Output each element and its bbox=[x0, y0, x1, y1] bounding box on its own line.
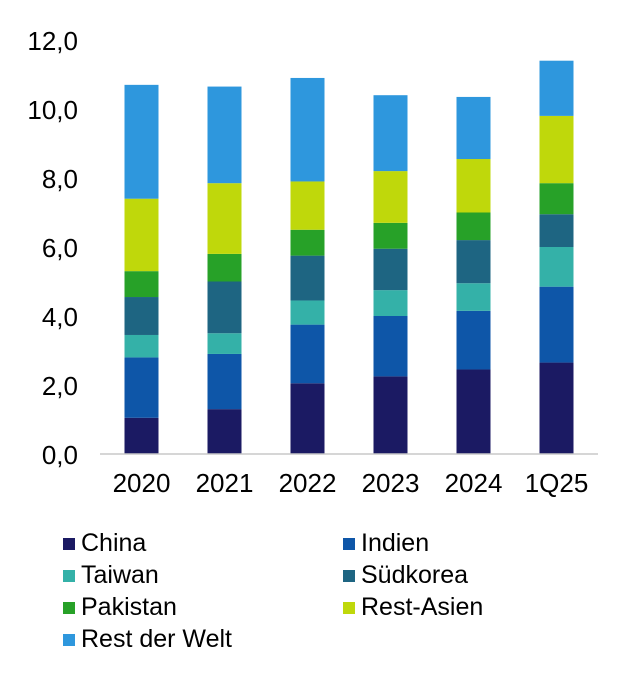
legend-item-indien: Indien bbox=[343, 529, 429, 557]
bar-segment-taiwan bbox=[290, 300, 325, 325]
bar-segment-indien bbox=[373, 316, 408, 377]
bar-stack-2021 bbox=[207, 86, 242, 454]
bar-segment-rest-der-welt bbox=[124, 84, 159, 199]
y-tick-label: 6,0 bbox=[42, 233, 78, 263]
legend-item-pakistan: Pakistan bbox=[63, 593, 177, 621]
bar-segment-china bbox=[539, 362, 574, 454]
bar-segment-taiwan bbox=[124, 334, 159, 358]
bar-segment-indien bbox=[290, 324, 325, 384]
legend-label: Rest-Asien bbox=[361, 593, 483, 621]
legend-label: Pakistan bbox=[81, 593, 177, 621]
bar-segment-taiwan bbox=[373, 290, 408, 316]
bar-stack-2024 bbox=[456, 96, 491, 454]
legend-swatch bbox=[343, 538, 355, 550]
legend-swatch bbox=[63, 570, 75, 582]
bar-segment-pakistan bbox=[124, 271, 159, 298]
bar-segment-rest-asien bbox=[456, 159, 491, 213]
bar-segment-südkorea bbox=[124, 297, 159, 335]
x-axis-tick-labels: 2020 2021 2022 2023 2024 1Q25 bbox=[113, 468, 589, 498]
legend-swatch bbox=[63, 538, 75, 550]
bar-stack-2022 bbox=[290, 77, 325, 454]
legend-label: Taiwan bbox=[81, 561, 159, 589]
bar-stack-2020 bbox=[124, 84, 159, 454]
legend-item-china: China bbox=[63, 529, 146, 557]
legend-label: Indien bbox=[361, 529, 429, 557]
x-tick-label: 2022 bbox=[279, 468, 337, 498]
legend-swatch bbox=[63, 634, 75, 646]
y-axis-tick-labels: 0,0 2,0 4,0 6,0 8,0 10,0 12,0 bbox=[27, 26, 78, 470]
x-tick-label: 1Q25 bbox=[525, 468, 589, 498]
y-tick-label: 0,0 bbox=[42, 440, 78, 470]
y-tick-label: 4,0 bbox=[42, 302, 78, 332]
legend-item-rest-der-welt: Rest der Welt bbox=[63, 625, 232, 653]
y-tick-label: 10,0 bbox=[27, 95, 78, 125]
legend-swatch bbox=[343, 602, 355, 614]
bar-segment-indien bbox=[124, 357, 159, 418]
bar-segment-pakistan bbox=[373, 222, 408, 249]
bar-stacks bbox=[124, 60, 574, 454]
bar-segment-rest-der-welt bbox=[456, 96, 491, 160]
x-tick-label: 2024 bbox=[445, 468, 503, 498]
legend-swatch bbox=[343, 570, 355, 582]
bar-segment-indien bbox=[207, 353, 242, 410]
bar-segment-china bbox=[124, 417, 159, 454]
bar-segment-rest-der-welt bbox=[373, 95, 408, 172]
bar-segment-südkorea bbox=[539, 214, 574, 247]
bar-segment-südkorea bbox=[373, 248, 408, 291]
legend-swatch bbox=[63, 602, 75, 614]
y-tick-label: 2,0 bbox=[42, 371, 78, 401]
bar-segment-rest-asien bbox=[539, 115, 574, 184]
bar-stack-1Q25 bbox=[539, 60, 574, 454]
bar-segment-taiwan bbox=[456, 283, 491, 311]
bar-segment-rest-der-welt bbox=[207, 86, 242, 184]
bar-segment-südkorea bbox=[207, 281, 242, 334]
bar-segment-indien bbox=[539, 286, 574, 363]
bar-segment-pakistan bbox=[456, 212, 491, 241]
legend-item-taiwan: Taiwan bbox=[63, 561, 159, 589]
bar-segment-rest-asien bbox=[290, 181, 325, 230]
legend: China Indien Taiwan Südkorea Pakistan Rest-As… bbox=[63, 529, 483, 653]
x-tick-label: 2021 bbox=[196, 468, 254, 498]
bar-segment-rest-der-welt bbox=[290, 77, 325, 182]
bar-segment-taiwan bbox=[207, 333, 242, 354]
bar-segment-rest-asien bbox=[373, 171, 408, 223]
bar-segment-china bbox=[207, 409, 242, 454]
legend-item-südkorea: Südkorea bbox=[343, 561, 468, 589]
y-tick-label: 8,0 bbox=[42, 164, 78, 194]
bar-segment-taiwan bbox=[539, 247, 574, 287]
bar-segment-südkorea bbox=[290, 255, 325, 301]
bar-segment-indien bbox=[456, 310, 491, 370]
bar-segment-rest-der-welt bbox=[539, 60, 574, 116]
bar-segment-rest-asien bbox=[207, 183, 242, 254]
legend-label: Rest der Welt bbox=[81, 625, 232, 653]
legend-label: China bbox=[81, 529, 146, 557]
bar-stack-2023 bbox=[373, 95, 408, 454]
legend-label: Südkorea bbox=[361, 561, 468, 589]
bar-segment-pakistan bbox=[207, 253, 242, 282]
bar-segment-china bbox=[290, 383, 325, 454]
bar-segment-pakistan bbox=[539, 183, 574, 215]
bar-segment-pakistan bbox=[290, 229, 325, 256]
bar-segment-südkorea bbox=[456, 240, 491, 284]
bar-segment-rest-asien bbox=[124, 198, 159, 272]
legend-item-rest-asien: Rest-Asien bbox=[343, 593, 483, 621]
x-tick-label: 2020 bbox=[113, 468, 171, 498]
x-tick-label: 2023 bbox=[362, 468, 420, 498]
bar-segment-china bbox=[456, 369, 491, 454]
y-tick-label: 12,0 bbox=[27, 26, 78, 56]
bar-segment-china bbox=[373, 376, 408, 454]
